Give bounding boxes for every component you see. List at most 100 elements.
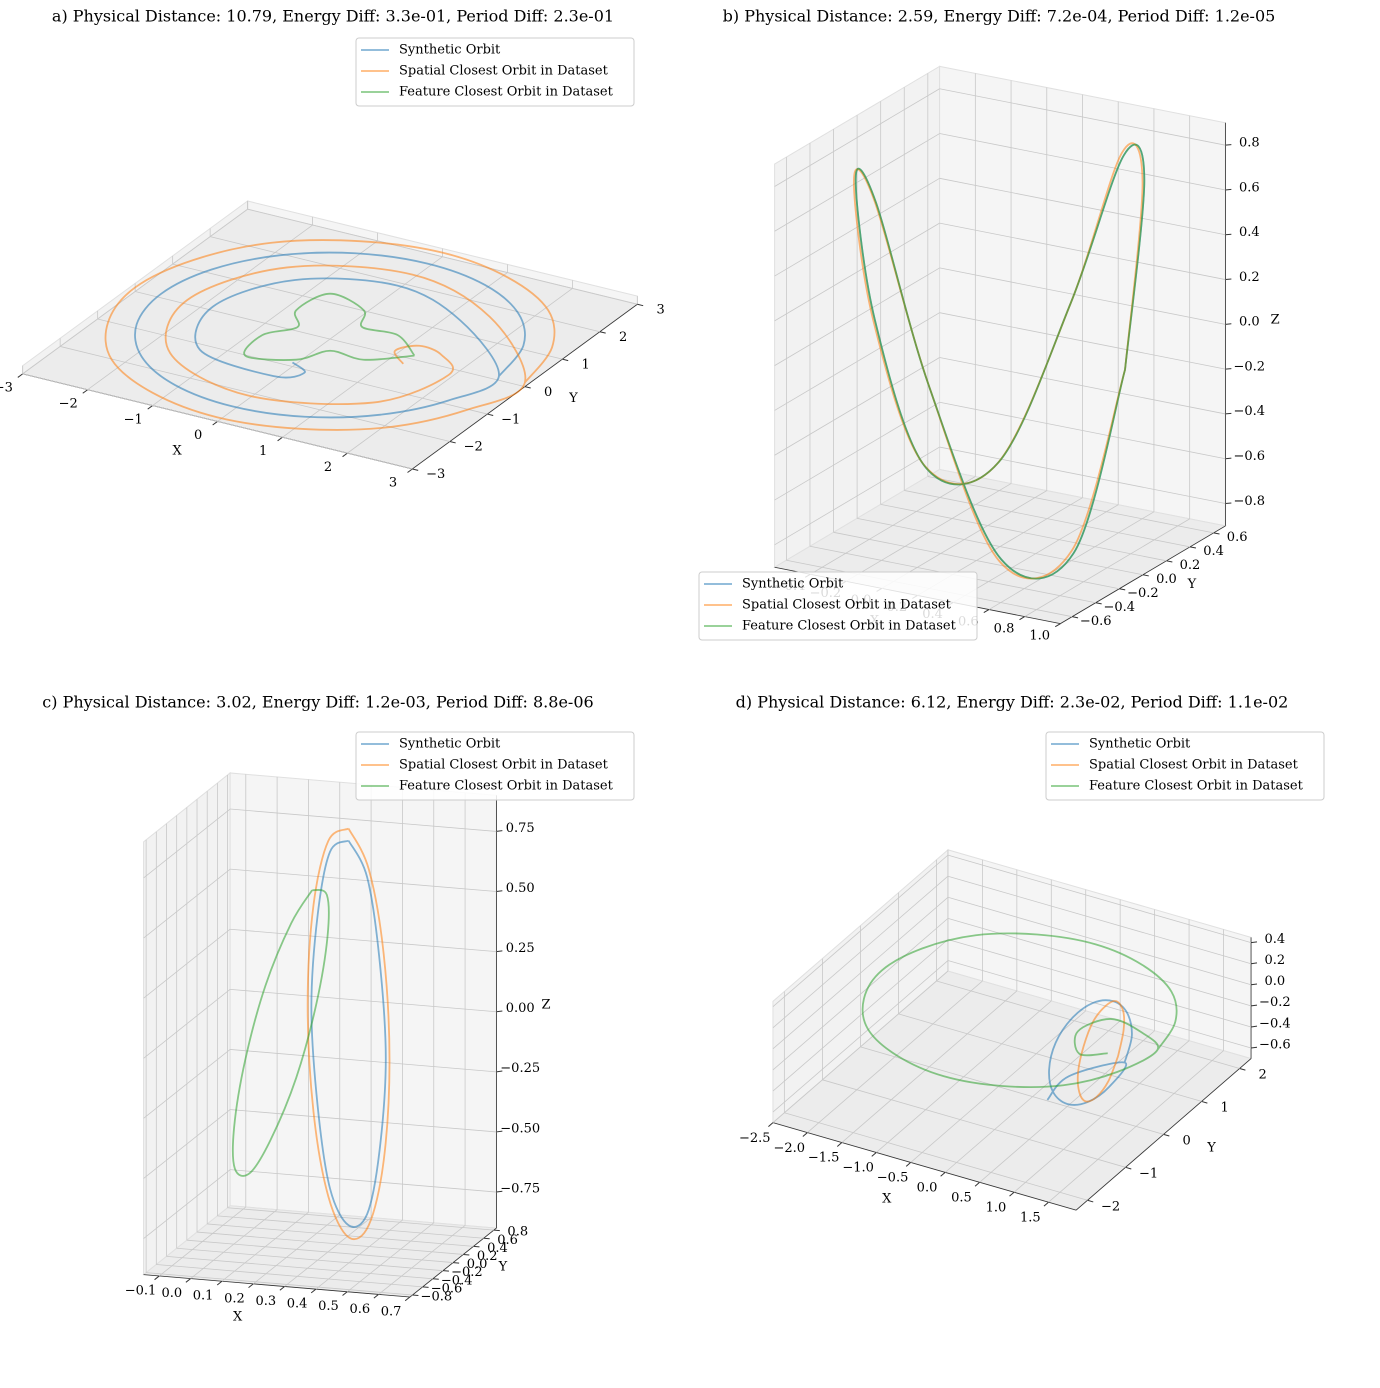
grid-line: [210, 236, 600, 333]
tick-mark: [1125, 1166, 1132, 1170]
tick-label: 0.0: [467, 1257, 488, 1272]
tick-mark: [496, 1190, 503, 1193]
tick-label: 3: [657, 302, 665, 317]
grid-line: [166, 1255, 433, 1280]
subplot: −2.5−2.0−1.5−1.0−0.5 0.0 0.5 1.0 1.5 X −2 −1 0 1 2…: [736, 693, 1325, 1225]
tick-label: 0.6: [497, 1233, 518, 1248]
tick-mark: [1043, 1201, 1049, 1207]
grid-line: [939, 133, 1226, 191]
tick-mark: [449, 441, 456, 444]
tick-mark: [373, 1294, 379, 1299]
axis-line: [772, 1122, 1077, 1211]
axis-label: Z: [1271, 312, 1280, 327]
tick-mark: [768, 1122, 774, 1127]
tick-label: −0.2: [1259, 995, 1291, 1010]
tick-mark: [1225, 368, 1232, 370]
grid-line: [939, 177, 1226, 236]
tick-mark: [496, 950, 503, 953]
tick-label: −0.4: [1104, 600, 1136, 615]
tick-mark: [407, 468, 413, 473]
grid-line: [143, 1109, 231, 1179]
axis-label: Y: [568, 391, 578, 406]
legend-label: Synthetic Orbit: [742, 577, 844, 592]
tick-mark: [342, 1291, 348, 1296]
tick-mark: [442, 1270, 449, 1272]
grid-line: [772, 918, 949, 1071]
tick-label: −0.2: [1127, 586, 1159, 601]
tick-label: −0.2: [1234, 359, 1266, 374]
tick-mark: [599, 331, 606, 334]
tick-label: 1.0: [986, 1200, 1007, 1215]
tick-mark: [248, 1283, 254, 1288]
tick-mark: [422, 1286, 429, 1288]
tick-mark: [496, 1070, 503, 1073]
orbit-line: [854, 143, 1146, 580]
tick-mark: [1019, 616, 1025, 621]
grid-line: [247, 208, 638, 305]
tick-label: 0: [1182, 1134, 1190, 1149]
tick-label: 2: [324, 460, 332, 475]
grid-line: [772, 960, 949, 1113]
tick-label: 0.0: [917, 1181, 938, 1196]
subplot: −0.1 0.0 0.1 0.2 0.3 0.4 0.5 0.6 0.7X−0.8−0.6−0.…: [42, 693, 635, 1324]
tick-mark: [1250, 1004, 1258, 1007]
tick-label: 0: [544, 385, 552, 400]
tick-mark: [1201, 1100, 1208, 1104]
legend-label: Feature Closest Orbit in Dataset: [399, 779, 614, 794]
tick-mark: [310, 1288, 317, 1294]
grid-line: [772, 875, 949, 1029]
grid-line: [927, 476, 1214, 534]
tick-mark: [1072, 616, 1079, 619]
tick-label: 2: [619, 330, 627, 345]
grid-line: [784, 1112, 1088, 1201]
tick-label: −0.4: [441, 1273, 473, 1288]
tick-mark: [483, 1237, 490, 1240]
tick-mark: [1009, 1191, 1015, 1197]
axis-label: X: [882, 1192, 892, 1207]
tick-mark: [279, 1286, 285, 1291]
tick-label: −0.50: [500, 1121, 540, 1136]
legend-label: Spatial Closest Orbit in Dataset: [1089, 758, 1299, 773]
grid-line: [230, 1049, 497, 1073]
grid-line: [143, 868, 231, 939]
tick-mark: [802, 1132, 808, 1137]
grid-line: [947, 939, 1252, 1028]
tick-label: −2.0: [773, 1141, 805, 1156]
tick-label: −1: [124, 412, 143, 427]
grid-line: [143, 1169, 231, 1239]
grid-line: [196, 1231, 464, 1255]
grid-line: [143, 1049, 231, 1119]
tick-label: −0.6: [1234, 449, 1266, 464]
tick-label: 0.0: [1239, 315, 1260, 330]
tick-mark: [453, 1262, 460, 1264]
tick-label: −0.2: [451, 1265, 483, 1280]
grid-line: [939, 446, 1226, 504]
grid-line: [176, 1247, 444, 1272]
tick-label: −2: [1101, 1199, 1120, 1214]
orbit-line: [861, 932, 1178, 1088]
grid-line: [947, 896, 1252, 986]
legend-label: Synthetic Orbit: [399, 43, 501, 58]
tick-mark: [404, 1296, 411, 1302]
grid-line: [947, 875, 1252, 965]
legend-label: Spatial Closest Orbit in Dataset: [399, 758, 609, 773]
tick-label: 0.0: [1156, 572, 1177, 587]
tick-mark: [147, 405, 153, 410]
grid-line: [822, 1079, 1126, 1168]
grid-line: [774, 133, 940, 232]
tick-mark: [1225, 412, 1232, 415]
tick-label: −2: [464, 440, 483, 455]
grid-line: [186, 1239, 454, 1263]
grid-line: [97, 318, 488, 415]
grid-line: [904, 490, 1191, 548]
tick-label: −3: [0, 381, 13, 396]
tick-mark: [1225, 144, 1232, 146]
legend-label: Synthetic Orbit: [1089, 737, 1191, 752]
tick-label: 0.4: [487, 1241, 508, 1256]
orbit-line: [1046, 999, 1133, 1106]
grid-line: [230, 868, 497, 892]
tick-label: 0.4: [1239, 225, 1260, 240]
grid-line: [172, 263, 563, 360]
grid-line: [774, 401, 940, 501]
tick-mark: [836, 1142, 843, 1147]
